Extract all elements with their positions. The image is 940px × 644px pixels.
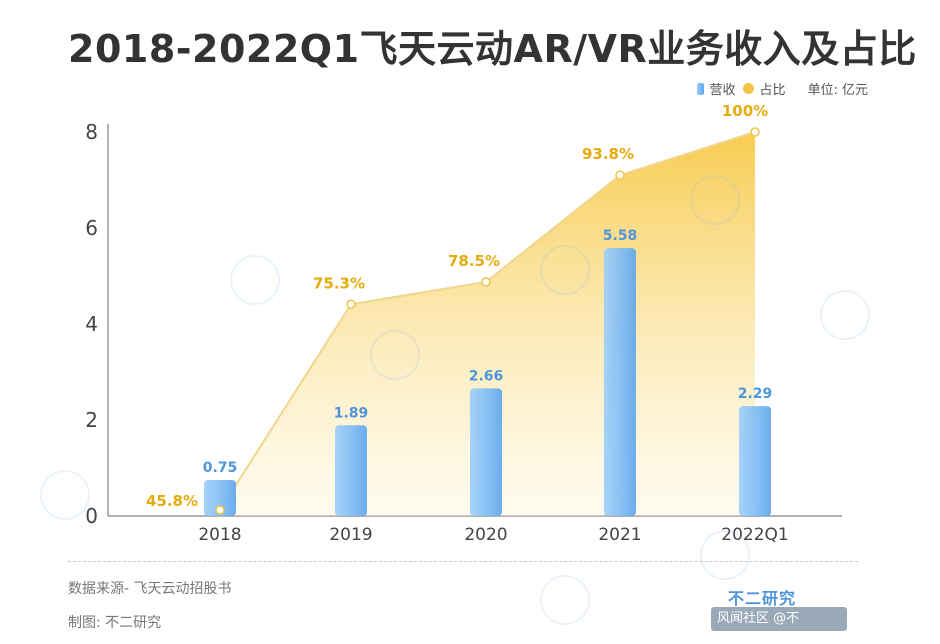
share-value-label: 45.8%	[146, 492, 198, 510]
legend-dot-swatch	[743, 83, 755, 94]
watermark-logo-icon	[700, 530, 750, 580]
unit-label: 单位: 亿元	[807, 83, 868, 98]
y-tick-label: 4	[85, 312, 98, 336]
x-tick-label: 2018	[198, 525, 241, 545]
share-value-label: 93.8%	[582, 145, 634, 163]
revenue-bar	[335, 425, 367, 516]
legend-item-revenue: 营收	[697, 79, 735, 98]
chart-title: 2018-2022Q1飞天云动AR/VR业务收入及占比	[68, 27, 917, 71]
x-tick-label: 2019	[329, 525, 372, 545]
share-point	[481, 277, 491, 287]
x-tick-label: 2021	[598, 525, 641, 545]
y-tick-label: 8	[85, 120, 98, 144]
watermark-logo-icon	[540, 575, 590, 625]
legend-bar-swatch	[697, 82, 705, 95]
watermark: 风闻社区 @不	[711, 607, 847, 631]
chart-canvas: 0 2 4 6 8 0.75 1.89 2.66 5.58 2.29 45.8% 75.3% 78.5%…	[85, 102, 842, 545]
legend-share-label: 占比	[759, 83, 786, 98]
data-source: 数据来源- 飞天云动招股书	[68, 581, 232, 597]
x-tick-label: 2020	[464, 525, 507, 545]
share-point	[215, 505, 225, 515]
revenue-bar	[470, 388, 502, 516]
chart-maker: 制图: 不二研究	[68, 615, 162, 631]
share-value-label: 75.3%	[313, 274, 365, 292]
legend-revenue-label: 营收	[709, 83, 736, 98]
revenue-value-label: 5.58	[603, 228, 638, 244]
share-point	[346, 299, 356, 310]
watermark-logo-icon	[820, 290, 870, 340]
watermark-logo-icon	[230, 255, 280, 305]
watermark-logo-icon	[40, 470, 90, 520]
revenue-value-label: 2.29	[738, 386, 773, 402]
share-value-label: 100%	[722, 102, 768, 120]
y-tick-label: 6	[85, 216, 98, 240]
share-point	[750, 127, 760, 137]
y-tick-label: 0	[85, 504, 98, 528]
legend-item-share: 占比	[743, 79, 785, 98]
share-value-label: 78.5%	[448, 252, 500, 270]
share-point	[615, 170, 625, 180]
revenue-bar	[739, 406, 771, 516]
y-tick-label: 2	[85, 408, 98, 432]
watermark-logo-icon	[370, 330, 420, 380]
revenue-value-label: 0.75	[203, 460, 238, 476]
revenue-bar	[204, 480, 236, 516]
footer-divider	[68, 561, 858, 562]
legend: 营收 占比 单位: 亿元	[697, 79, 868, 98]
watermark-logo-icon	[690, 175, 740, 225]
revenue-bar	[604, 248, 636, 516]
revenue-value-label: 2.66	[469, 368, 504, 384]
brand-logo: 不二研究	[728, 589, 797, 608]
revenue-value-label: 1.89	[334, 405, 369, 421]
watermark-logo-icon	[540, 245, 590, 295]
